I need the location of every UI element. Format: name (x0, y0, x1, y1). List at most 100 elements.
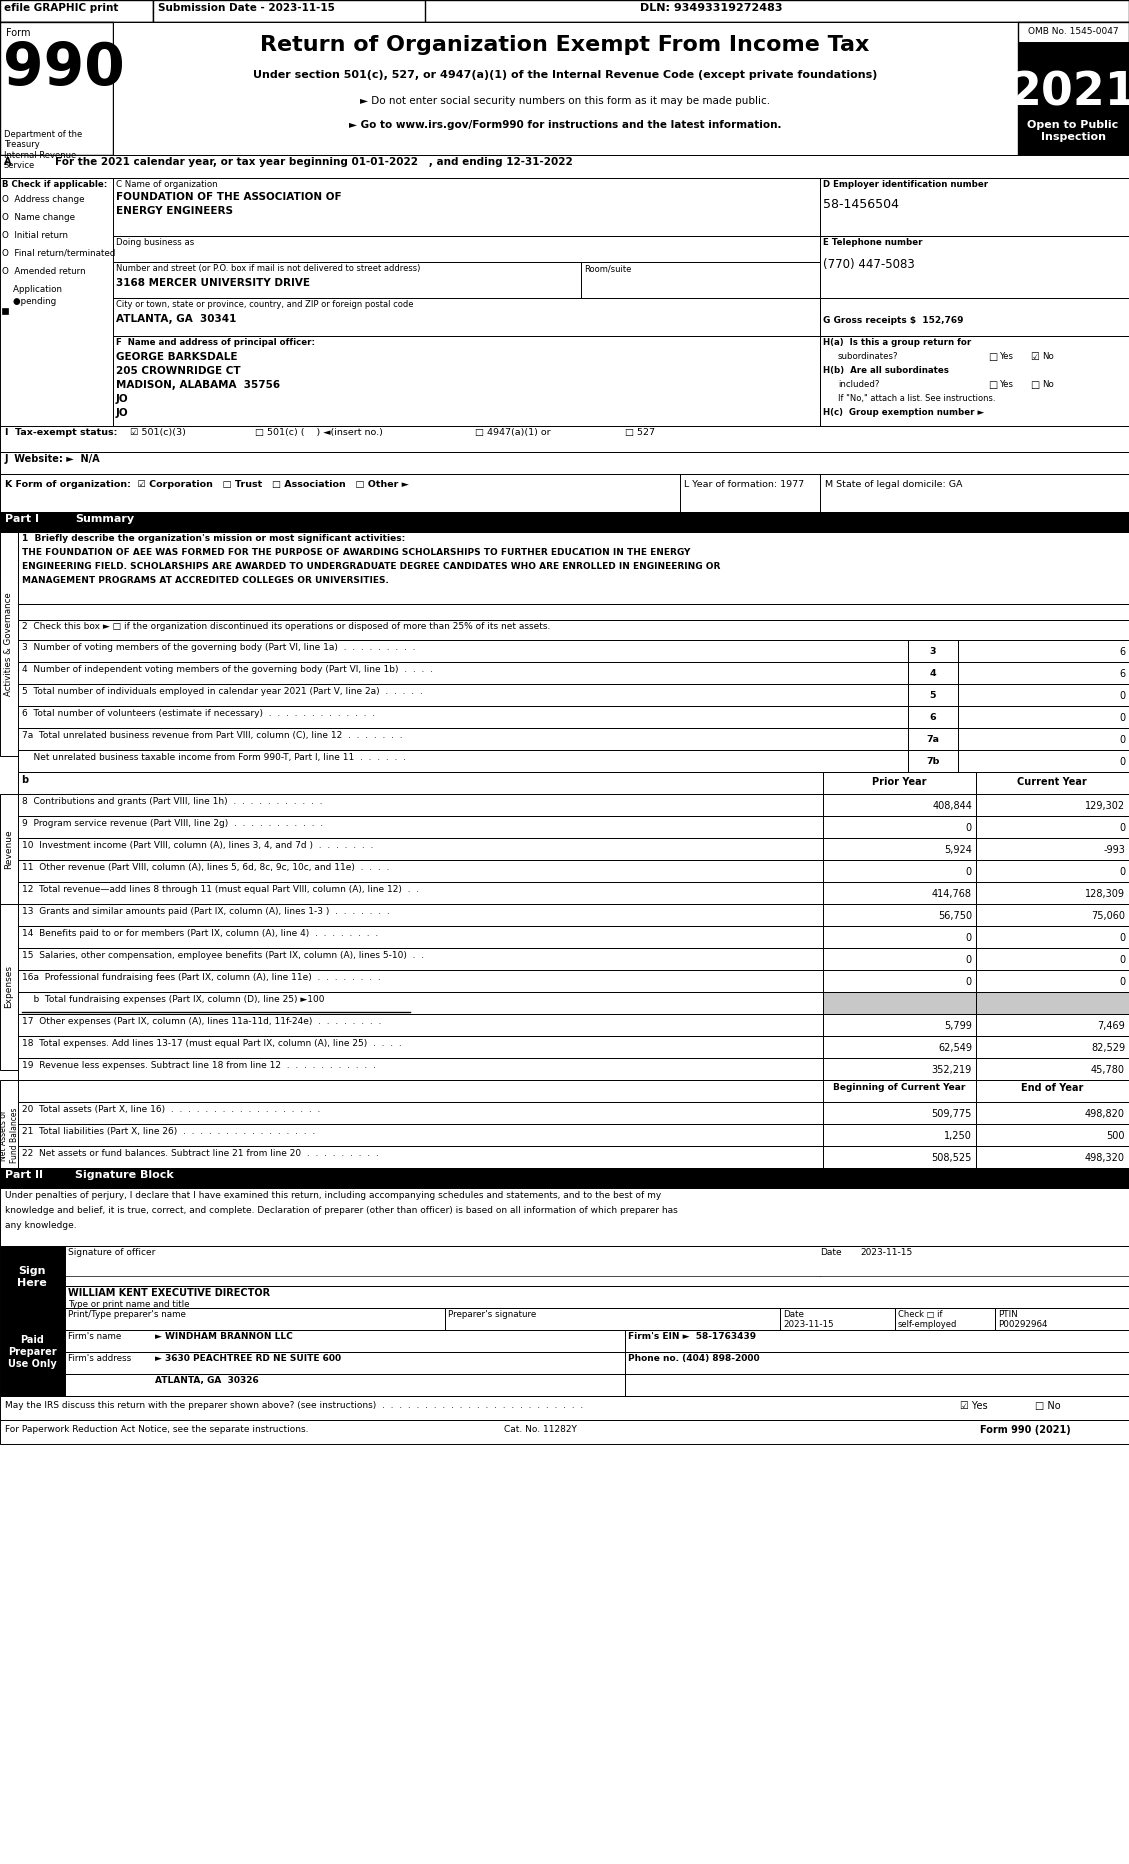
Text: Under section 501(c), 527, or 4947(a)(1) of the Internal Revenue Code (except pr: Under section 501(c), 527, or 4947(a)(1)… (253, 71, 877, 80)
Bar (113, 22, 1018, 155)
Bar (823, 949, 975, 969)
Bar (18, 1059, 823, 1079)
Bar (975, 1059, 1129, 1079)
Bar (0, 531, 18, 757)
Text: Phone no. (404) 898-2000: Phone no. (404) 898-2000 (628, 1353, 760, 1363)
Text: Department of the
Treasury
Internal Revenue
Service: Department of the Treasury Internal Reve… (5, 130, 82, 170)
Text: 352,219: 352,219 (931, 1064, 972, 1076)
Bar (18, 859, 823, 882)
Bar (0, 22, 1129, 155)
Bar (908, 729, 959, 749)
Bar (0, 451, 1129, 473)
Text: ► Do not enter social security numbers on this form as it may be made public.: ► Do not enter social security numbers o… (360, 97, 770, 106)
Bar (975, 926, 1129, 949)
Text: 0: 0 (966, 977, 972, 988)
Bar (823, 1124, 975, 1146)
Bar (780, 1309, 895, 1331)
Text: 20  Total assets (Part X, line 16)  .  .  .  .  .  .  .  .  .  .  .  .  .  .  . : 20 Total assets (Part X, line 16) . . . … (21, 1105, 321, 1115)
Text: 5,924: 5,924 (944, 844, 972, 856)
Text: Print/Type preparer's name: Print/Type preparer's name (68, 1310, 186, 1320)
Text: O  Initial return: O Initial return (2, 231, 68, 240)
Text: self-employed: self-employed (898, 1320, 957, 1329)
Text: 3: 3 (930, 647, 936, 656)
Text: 128,309: 128,309 (1085, 889, 1124, 898)
Bar (823, 1014, 975, 1036)
Text: 14  Benefits paid to or for members (Part IX, column (A), line 4)  .  .  .  .  .: 14 Benefits paid to or for members (Part… (21, 928, 378, 938)
Text: Expenses: Expenses (5, 966, 14, 1008)
Bar (625, 1331, 1129, 1351)
Text: 500: 500 (1106, 1131, 1124, 1141)
Text: 508,525: 508,525 (931, 1154, 972, 1163)
Text: 8  Contributions and grants (Part VIII, line 1h)  .  .  .  .  .  .  .  .  .  .  : 8 Contributions and grants (Part VIII, l… (21, 798, 323, 805)
Bar (959, 706, 1129, 729)
Text: JO: JO (116, 408, 129, 418)
Bar (0, 1169, 1129, 1187)
Bar (959, 662, 1129, 684)
Text: GEORGE BARKSDALE: GEORGE BARKSDALE (116, 352, 237, 362)
Text: 7b: 7b (926, 757, 939, 766)
Text: Yes: Yes (1000, 352, 1014, 362)
Text: 5  Total number of individuals employed in calendar year 2021 (Part V, line 2a) : 5 Total number of individuals employed i… (21, 688, 422, 695)
Text: b  Total fundraising expenses (Part IX, column (D), line 25) ►100: b Total fundraising expenses (Part IX, c… (21, 995, 324, 1005)
Bar (0, 427, 1129, 451)
Bar (113, 177, 820, 237)
Bar (823, 992, 975, 1014)
Text: □: □ (988, 352, 997, 362)
Bar (823, 816, 975, 839)
Text: 2021: 2021 (1009, 71, 1129, 116)
Bar (18, 992, 823, 1014)
Bar (65, 1331, 625, 1351)
Text: O  Name change: O Name change (2, 212, 75, 222)
Text: Room/suite: Room/suite (584, 265, 631, 272)
Text: If "No," attach a list. See instructions.: If "No," attach a list. See instructions… (838, 393, 996, 403)
Text: 414,768: 414,768 (933, 889, 972, 898)
Bar (908, 749, 959, 772)
Text: 0: 0 (1119, 692, 1124, 701)
Bar (975, 772, 1129, 794)
Bar (18, 621, 1129, 639)
Text: 58-1456504: 58-1456504 (823, 198, 899, 211)
Text: □ No: □ No (1035, 1402, 1060, 1411)
Bar (820, 237, 1129, 298)
Bar (975, 1124, 1129, 1146)
Text: 0: 0 (1119, 934, 1124, 943)
Text: 21  Total liabilities (Part X, line 26)  .  .  .  .  .  .  .  .  .  .  .  .  .  : 21 Total liabilities (Part X, line 26) .… (21, 1128, 315, 1135)
Text: 9  Program service revenue (Part VIII, line 2g)  .  .  .  .  .  .  .  .  .  .  .: 9 Program service revenue (Part VIII, li… (21, 818, 323, 828)
Text: Revenue: Revenue (5, 829, 14, 869)
Text: OMB No. 1545-0047: OMB No. 1545-0047 (1027, 26, 1119, 35)
Bar (959, 729, 1129, 749)
Text: 82,529: 82,529 (1091, 1044, 1124, 1053)
Text: MADISON, ALABAMA  35756: MADISON, ALABAMA 35756 (116, 380, 280, 390)
Text: 1  Briefly describe the organization's mission or most significant activities:: 1 Briefly describe the organization's mi… (21, 533, 405, 542)
Text: 408,844: 408,844 (933, 802, 972, 811)
Text: ► Go to www.irs.gov/Form990 for instructions and the latest information.: ► Go to www.irs.gov/Form990 for instruct… (349, 119, 781, 130)
Text: 4: 4 (929, 669, 936, 678)
Text: ENERGY ENGINEERS: ENERGY ENGINEERS (116, 207, 233, 216)
Text: 7a  Total unrelated business revenue from Part VIII, column (C), line 12  .  .  : 7a Total unrelated business revenue from… (21, 731, 403, 740)
Bar (0, 904, 18, 1070)
Text: ☑: ☑ (1030, 352, 1039, 362)
Text: 13  Grants and similar amounts paid (Part IX, column (A), lines 1-3 )  .  .  .  : 13 Grants and similar amounts paid (Part… (21, 908, 390, 915)
Bar (18, 969, 823, 992)
Text: any knowledge.: any knowledge. (5, 1221, 77, 1230)
Text: 0: 0 (1119, 977, 1124, 988)
Text: 6  Total number of volunteers (estimate if necessary)  .  .  .  .  .  .  .  .  .: 6 Total number of volunteers (estimate i… (21, 708, 375, 718)
Bar (823, 926, 975, 949)
Text: May the IRS discuss this return with the preparer shown above? (see instructions: May the IRS discuss this return with the… (5, 1402, 584, 1409)
Text: Part II: Part II (5, 1171, 43, 1180)
Bar (820, 177, 1129, 237)
Text: 205 CROWNRIDGE CT: 205 CROWNRIDGE CT (116, 365, 240, 377)
Bar (65, 1245, 1129, 1286)
Text: 498,820: 498,820 (1085, 1109, 1124, 1118)
Text: Paid
Preparer
Use Only: Paid Preparer Use Only (8, 1335, 56, 1368)
Bar (820, 336, 1129, 427)
Text: F  Name and address of principal officer:: F Name and address of principal officer: (116, 337, 315, 347)
Text: Preparer's signature: Preparer's signature (448, 1310, 536, 1320)
Bar (113, 237, 820, 263)
Text: 10  Investment income (Part VIII, column (A), lines 3, 4, and 7d )  .  .  .  .  : 10 Investment income (Part VIII, column … (21, 841, 374, 850)
Bar (18, 1014, 823, 1036)
Bar (18, 1102, 823, 1124)
Text: ► 3630 PEACHTREE RD NE SUITE 600: ► 3630 PEACHTREE RD NE SUITE 600 (155, 1353, 341, 1363)
Text: Form: Form (6, 28, 30, 37)
Bar (18, 729, 908, 749)
